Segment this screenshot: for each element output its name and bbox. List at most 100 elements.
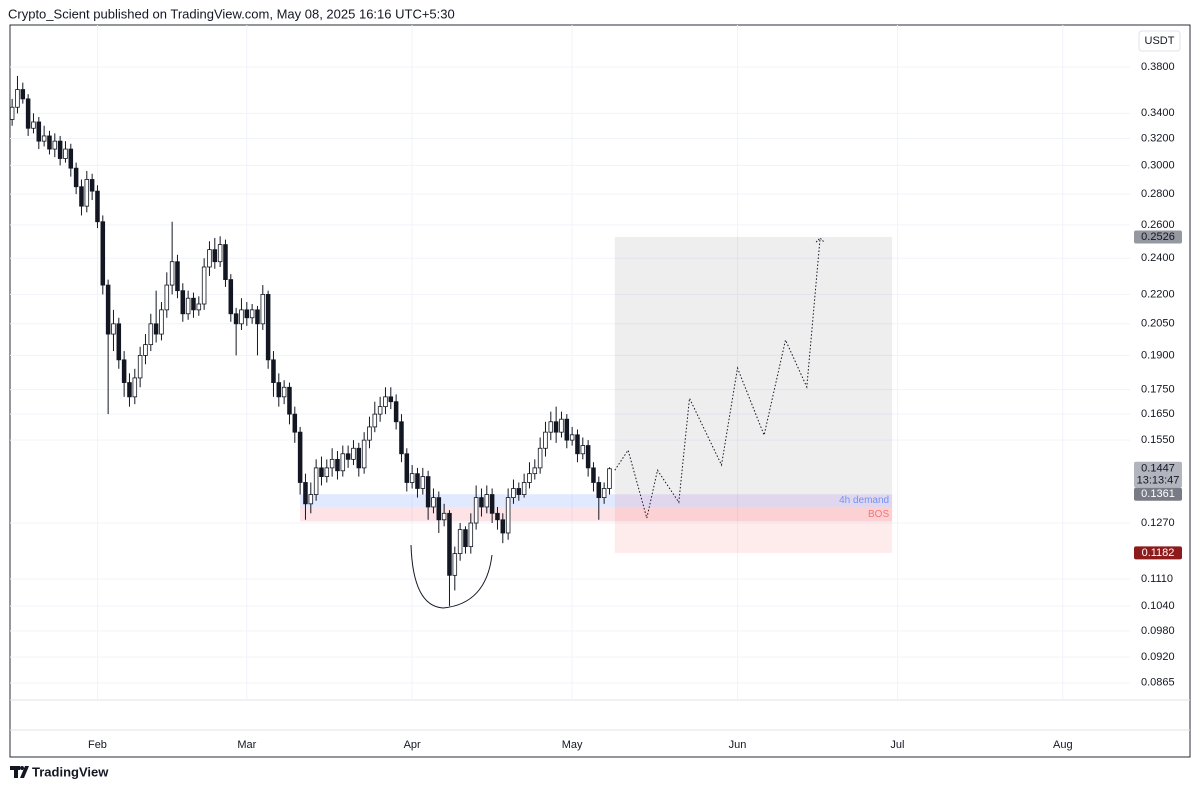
candle-body	[431, 497, 436, 508]
candle-body	[591, 467, 596, 483]
candle-body	[73, 167, 79, 188]
candle-body	[383, 396, 388, 408]
logo-mark	[20, 766, 24, 770]
candle-body	[228, 279, 234, 315]
candle-body	[148, 323, 154, 346]
candle-body	[308, 494, 314, 505]
candle-body	[489, 494, 495, 514]
candle-body	[249, 309, 255, 319]
candle-body	[335, 458, 340, 472]
currency-box	[1138, 30, 1181, 52]
y-tick-label: 0.1900	[1141, 349, 1175, 361]
candle-body	[553, 421, 559, 433]
price-label-box	[1134, 487, 1182, 501]
logo-mark	[14, 766, 18, 778]
candle-body	[495, 512, 500, 521]
candle-body	[543, 431, 548, 449]
zone	[300, 506, 893, 522]
footer-logo-text: TradingView	[32, 764, 109, 779]
y-tick-label: 0.0980	[1141, 625, 1175, 637]
candle-body	[436, 497, 442, 521]
candle-body	[452, 553, 458, 576]
candle-body	[409, 473, 415, 483]
logo-mark	[20, 766, 29, 778]
y-tick-label: 0.1650	[1141, 408, 1175, 420]
zone-label: 4h demand	[839, 495, 889, 506]
price-label: 0.2526	[1141, 231, 1175, 243]
candle-body	[319, 467, 324, 477]
y-tick-label: 0.3800	[1141, 61, 1175, 73]
candle-body	[212, 249, 218, 263]
candle-body	[233, 313, 239, 325]
y-tick-label: 0.1040	[1141, 600, 1175, 612]
candle-body	[41, 135, 47, 142]
candle-body	[36, 121, 42, 142]
candle-body	[159, 309, 164, 335]
candle-body	[201, 266, 207, 305]
y-tick-label: 0.2050	[1141, 318, 1175, 330]
x-tick-label: Jun	[729, 739, 747, 751]
rounded-bottom-drawing	[410, 544, 493, 609]
y-tick-label: 0.1550	[1141, 434, 1175, 446]
candle-body	[9, 106, 15, 120]
candle-body	[537, 447, 543, 469]
price-label-box	[1134, 230, 1182, 244]
candle-body	[345, 453, 351, 460]
price-label: 0.1447	[1141, 463, 1175, 475]
y-tick-label: 0.1110	[1141, 573, 1173, 585]
candle-body	[244, 309, 250, 319]
candle-body	[15, 89, 20, 108]
candle-body	[164, 284, 170, 311]
candle-body	[153, 323, 159, 335]
candle-body	[473, 497, 479, 524]
candle-body	[265, 294, 271, 361]
candle-body	[601, 488, 607, 499]
candle-body	[585, 445, 591, 469]
candle-body	[84, 179, 90, 207]
candle-body	[271, 359, 276, 383]
candle-body	[425, 476, 431, 508]
candle-body	[260, 294, 266, 325]
candle-body	[116, 323, 122, 361]
overlays: 4h demand BOS	[300, 236, 893, 553]
candle-body	[329, 458, 335, 469]
y-tick-label: 0.2200	[1141, 288, 1175, 300]
zone	[300, 494, 893, 507]
candle-body	[313, 467, 319, 495]
candle-body	[111, 323, 116, 335]
candle-body	[505, 497, 511, 534]
y-tick-label: 0.2800	[1141, 188, 1175, 200]
y-tick-label: 0.3200	[1141, 132, 1175, 144]
target-zone	[614, 236, 893, 495]
candle-body	[468, 522, 474, 548]
candle-body	[239, 309, 244, 325]
candle-body	[180, 290, 186, 315]
candle-body	[607, 468, 612, 489]
candle-body	[404, 453, 410, 483]
candle-body	[447, 512, 452, 576]
header-text: Crypto_Scient published on TradingView.c…	[8, 6, 455, 21]
price-label: 0.1182	[1142, 547, 1175, 559]
candle-body	[399, 421, 404, 455]
candle-body	[500, 519, 506, 534]
price-label-box	[1134, 461, 1182, 488]
countdown-label: 13:13:47	[1137, 475, 1180, 487]
candle-body	[516, 488, 522, 495]
candle-body	[292, 413, 298, 433]
x-tick-label: Mar	[237, 739, 256, 751]
candle-body	[57, 140, 63, 159]
x-tick-label: May	[562, 739, 583, 751]
candle-body	[132, 377, 138, 398]
drawings	[410, 237, 825, 609]
candle-body	[31, 121, 36, 129]
candle-body	[441, 512, 447, 521]
candle-body	[217, 244, 223, 263]
candle-body	[185, 297, 191, 315]
x-tick-label: Aug	[1053, 739, 1073, 751]
candle-body	[527, 473, 532, 483]
candle-body	[564, 418, 570, 441]
y-tick-label: 0.2400	[1141, 252, 1175, 264]
y-tick-label: 0.3400	[1141, 107, 1175, 119]
candle-body	[580, 445, 586, 455]
